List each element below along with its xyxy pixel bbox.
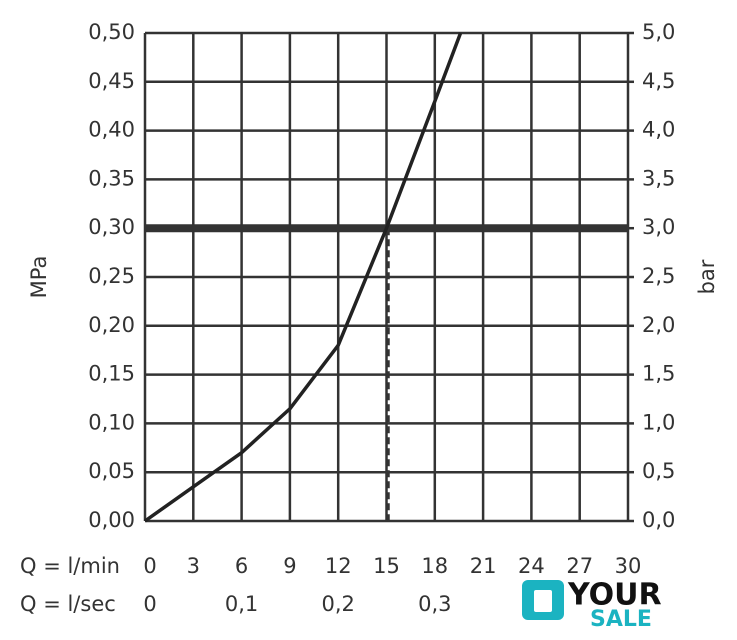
y-tick-label: 0,35 xyxy=(88,166,135,190)
y2-axis-label: bar xyxy=(695,259,719,294)
y-tick-label: 0,30 xyxy=(88,215,135,239)
x-tick-label: 27 xyxy=(566,554,593,578)
y-tick-label: 0,25 xyxy=(88,264,135,288)
y-tick-label: 0,40 xyxy=(88,118,135,142)
x-tick-label: 6 xyxy=(235,554,248,578)
y2-tick-label: 1,0 xyxy=(642,410,675,434)
y2-tick-label: 1,5 xyxy=(642,362,675,386)
x-tick-label: 9 xyxy=(283,554,296,578)
y2-tick-label: 2,5 xyxy=(642,264,675,288)
y-tick-label: 0,00 xyxy=(88,508,135,532)
watermark-text: SALE xyxy=(590,607,652,632)
watermark-text: YOUR xyxy=(567,578,662,613)
x-tick-label: 24 xyxy=(518,554,545,578)
y-tick-label: 0,10 xyxy=(88,410,135,434)
x2-tick-label: 0 xyxy=(143,592,156,616)
y-tick-label: 0,50 xyxy=(88,20,135,44)
y2-tick-label: 4,5 xyxy=(642,69,675,93)
y2-tick-label: 4,0 xyxy=(642,118,675,142)
y2-tick-label: 3,5 xyxy=(642,166,675,190)
x-tick-label: 18 xyxy=(421,554,448,578)
x2-axis-label: Q = l/sec xyxy=(20,592,116,616)
y-axis-label: MPa xyxy=(27,256,51,299)
y-tick-label: 0,45 xyxy=(88,69,135,93)
curve xyxy=(143,32,463,523)
y2-tick-label: 5,0 xyxy=(642,20,675,44)
x2-tick-label: 0,1 xyxy=(225,592,258,616)
y-tick-label: 0,15 xyxy=(88,362,135,386)
x-tick-label: 30 xyxy=(615,554,642,578)
logo-icon-inner xyxy=(534,590,552,612)
x-tick-label: 15 xyxy=(373,554,400,578)
y2-tick-label: 0,5 xyxy=(642,459,675,483)
y2-tick-label: 3,0 xyxy=(642,215,675,239)
y-tick-label: 0,05 xyxy=(88,459,135,483)
x-axis-label: Q = l/min xyxy=(20,554,120,578)
x2-tick-label: 0,3 xyxy=(418,592,451,616)
x2-tick-label: 0,2 xyxy=(321,592,354,616)
y-tick-label: 0,20 xyxy=(88,313,135,337)
y2-tick-label: 2,0 xyxy=(642,313,675,337)
x-tick-label: 3 xyxy=(187,554,200,578)
x-tick-label: 0 xyxy=(143,554,156,578)
watermark-logo xyxy=(522,580,564,620)
x-tick-label: 21 xyxy=(470,554,497,578)
y2-tick-label: 0,0 xyxy=(642,508,675,532)
x-tick-label: 12 xyxy=(325,554,352,578)
